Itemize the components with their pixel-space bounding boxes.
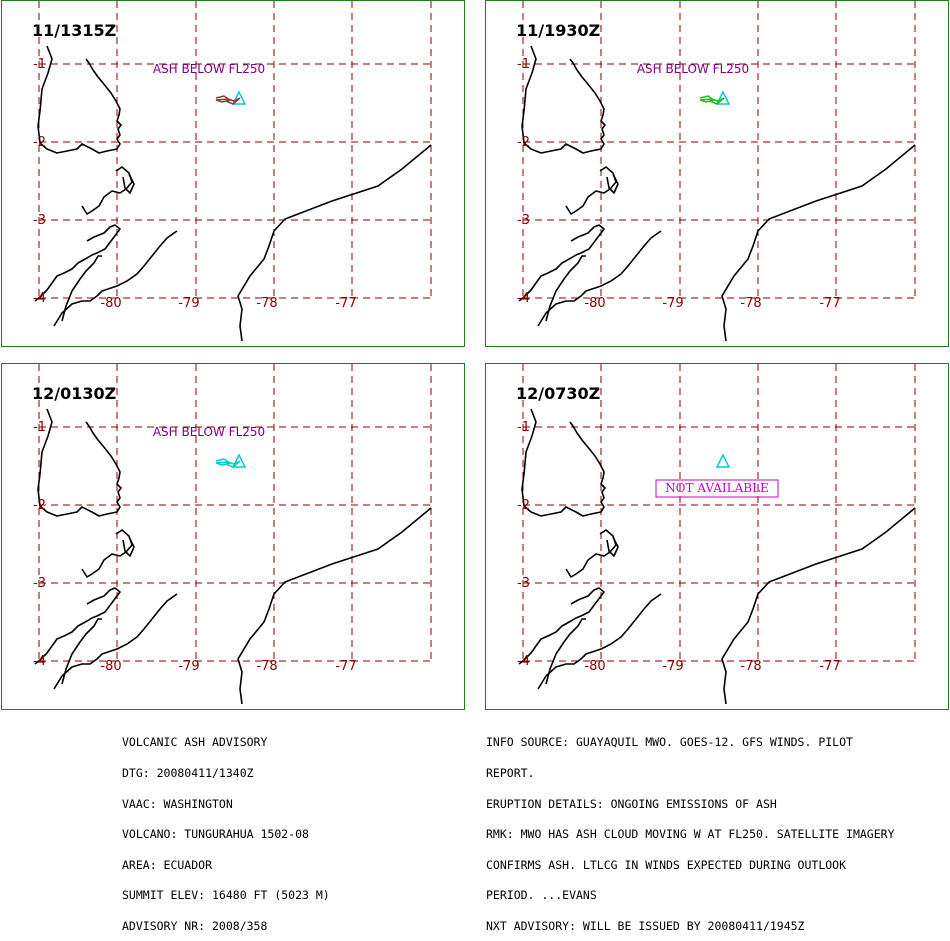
not-available-label: NOT AVAILABLE	[665, 481, 769, 495]
volcano-icon	[715, 453, 731, 468]
advisory-line: SUMMIT ELEV: 16480 FT (5023 M)	[122, 888, 330, 903]
lat-label: -3	[517, 213, 530, 228]
lat-label: -4	[33, 654, 46, 669]
lon-label: -79	[178, 659, 199, 674]
map-panel-3: -1 -2 -3 -4 -80 -79 -78 -77 12/0130Z ASH BELOW FL…	[1, 363, 465, 710]
advisory-line: INFO SOURCE: GUAYAQUIL MWO. GOES-12. GFS…	[486, 735, 853, 750]
lat-label: -2	[517, 498, 530, 513]
lat-label: -3	[33, 213, 46, 228]
grid-lines	[38, 364, 432, 662]
lon-label: -80	[584, 296, 605, 311]
lon-label: -78	[740, 659, 761, 674]
time-label: 12/0730Z	[516, 384, 600, 403]
lat-label: -4	[517, 654, 530, 669]
lat-label: -1	[517, 57, 530, 72]
advisory-left-text: VOLCANIC ASH ADVISORY DTG: 20080411/1340…	[122, 717, 330, 941]
lat-label: -3	[33, 576, 46, 591]
advisory-line: CONFIRMS ASH. LTLCG IN WINDS EXPECTED DU…	[486, 857, 847, 872]
advisory-line: RMK: MWO HAS ASH CLOUD MOVING W AT FL250…	[486, 827, 895, 842]
advisory-line: VAAC: WASHINGTON	[122, 796, 233, 811]
lat-label: -1	[517, 420, 530, 435]
advisory-line: VOLCANIC ASH ADVISORY	[122, 735, 268, 750]
lon-label: -80	[584, 659, 605, 674]
border-line	[721, 144, 916, 342]
lon-label: -79	[178, 296, 199, 311]
advisory-line: REPORT.	[486, 766, 535, 781]
time-label: 11/1930Z	[516, 21, 600, 40]
advisory-line: AREA: ECUADOR	[122, 857, 213, 872]
not-available-box	[655, 479, 779, 498]
border-line	[721, 507, 916, 705]
advisory-line: PERIOD. ...EVANS	[486, 888, 597, 903]
advisory-line: DTG: 20080411/1340Z	[122, 766, 254, 781]
border-line	[237, 144, 432, 342]
grid-lines	[522, 364, 916, 662]
lon-label: -79	[662, 296, 683, 311]
map-panel-4: -1 -2 -3 -4 -80 -79 -78 -77 12/0730Z NOT AVAILABL…	[485, 363, 949, 710]
map-canvas: -1 -2 -3 -4 -80 -79 -78 -77 12/0730Z NOT AVAILABL…	[516, 364, 916, 705]
lat-label: -2	[517, 135, 530, 150]
lon-label: -78	[256, 659, 277, 674]
lat-label: -4	[517, 291, 530, 306]
lon-label: -77	[335, 296, 356, 311]
lon-label: -80	[100, 296, 121, 311]
lon-label: -80	[100, 659, 121, 674]
volcano-icon	[715, 90, 731, 105]
ash-plume	[699, 95, 725, 105]
advisory-line: ADVISORY NR: 2008/358	[122, 919, 268, 934]
advisory-line: VOLCANO: TUNGURAHUA 1502-08	[122, 827, 309, 842]
ash-plume	[215, 458, 241, 468]
map-panel-1: -1 -2 -3 -4 -80 -79 -78 -77 11/1315Z ASH BELOW FL…	[1, 0, 465, 347]
advisory-right-text: INFO SOURCE: GUAYAQUIL MWO. GOES-12. GFS…	[486, 717, 895, 941]
lon-label: -78	[740, 296, 761, 311]
ash-level-label: ASH BELOW FL250	[153, 62, 265, 76]
advisory-line: NXT ADVISORY: WILL BE ISSUED BY 20080411…	[486, 919, 805, 934]
coastline	[34, 45, 178, 327]
map-canvas: -1 -2 -3 -4 -80 -79 -78 -77 11/1315Z ASH BELOW FL…	[32, 1, 432, 342]
lat-label: -3	[517, 576, 530, 591]
lat-label: -2	[33, 135, 46, 150]
ash-level-label: ASH BELOW FL250	[153, 425, 265, 439]
lon-label: -78	[256, 296, 277, 311]
lat-label: -1	[33, 420, 46, 435]
lon-label: -77	[819, 296, 840, 311]
volcano-icon	[231, 90, 247, 105]
lon-label: -79	[662, 659, 683, 674]
border-line	[237, 507, 432, 705]
map-panel-2: -1 -2 -3 -4 -80 -79 -78 -77 11/1930Z ASH BELOW FL…	[485, 0, 949, 347]
ash-plume	[215, 95, 241, 105]
lat-label: -1	[33, 57, 46, 72]
map-canvas: -1 -2 -3 -4 -80 -79 -78 -77 12/0130Z ASH BELOW FL…	[32, 364, 432, 705]
time-label: 11/1315Z	[32, 21, 116, 40]
lat-label: -2	[33, 498, 46, 513]
coastline	[34, 408, 178, 690]
time-label: 12/0130Z	[32, 384, 116, 403]
coastline	[518, 45, 662, 327]
volcano-icon	[231, 453, 247, 468]
map-canvas: -1 -2 -3 -4 -80 -79 -78 -77 11/1930Z ASH BELOW FL…	[516, 1, 916, 342]
coastline	[518, 408, 662, 690]
ash-level-label: ASH BELOW FL250	[637, 62, 749, 76]
lat-label: -4	[33, 291, 46, 306]
lon-label: -77	[335, 659, 356, 674]
advisory-line: ERUPTION DETAILS: ONGOING EMISSIONS OF A…	[486, 796, 777, 811]
lon-label: -77	[819, 659, 840, 674]
